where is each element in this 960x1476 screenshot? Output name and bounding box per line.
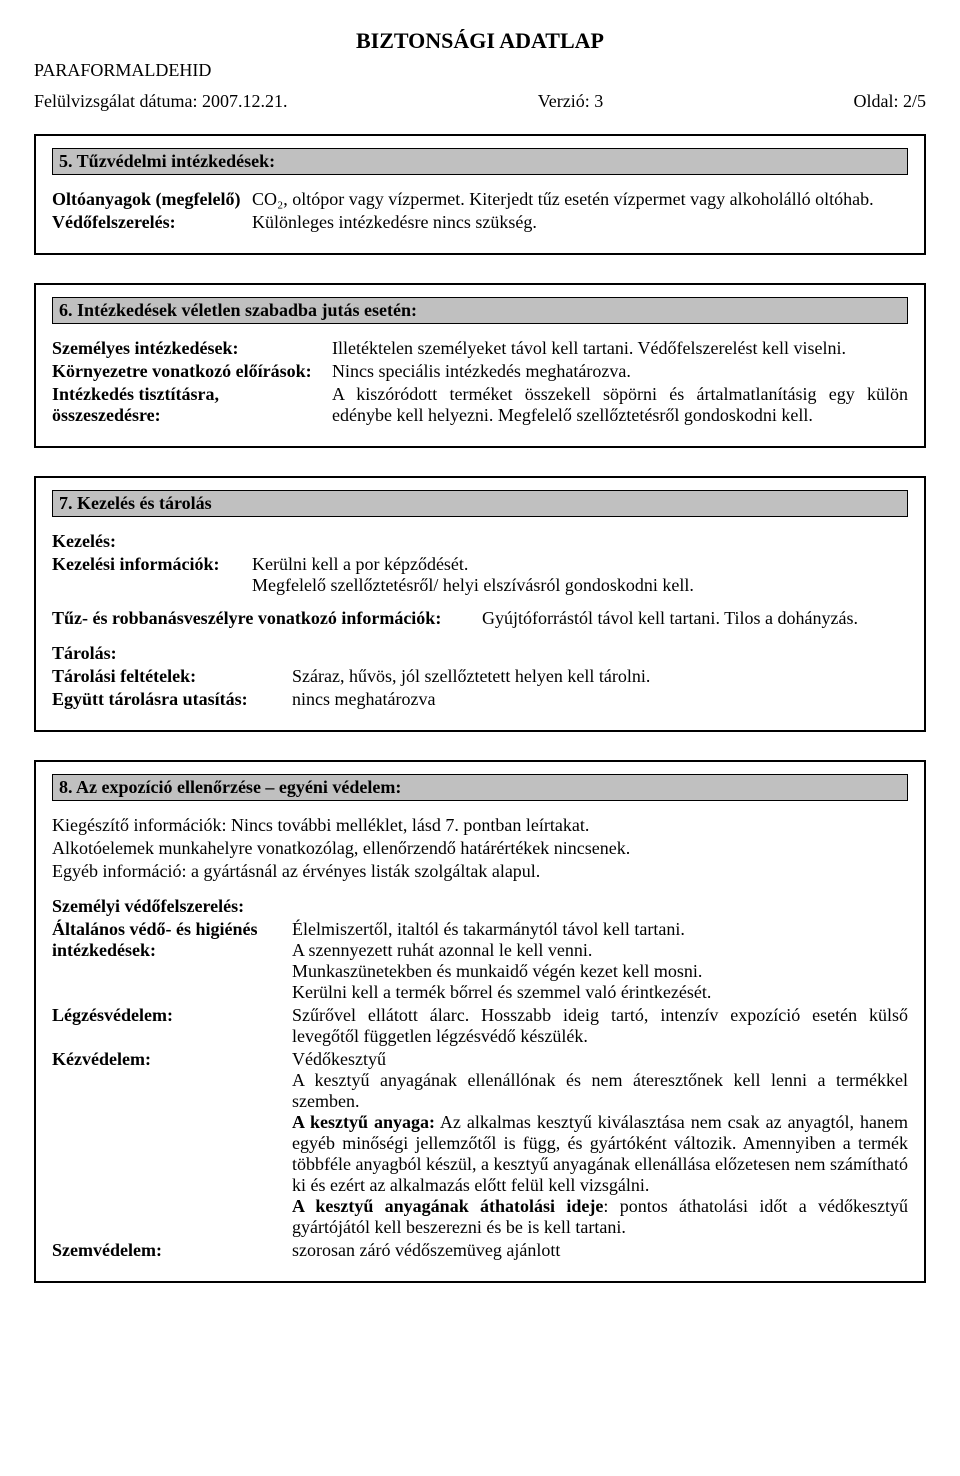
protective-equipment-label: Védőfelszerelés: [52, 212, 252, 233]
section-5: 5. Tűzvédelmi intézkedések: Oltóanyagok … [34, 134, 926, 255]
section-6: 6. Intézkedések véletlen szabadba jutás … [34, 283, 926, 448]
fire-explosion-value: Gyújtóforrástól távol kell tartani. Tilo… [482, 608, 858, 629]
meta-row: Felülvizsgálat dátuma: 2007.12.21. Verzi… [34, 91, 926, 112]
respiratory-label: Légzésvédelem: [52, 1005, 292, 1047]
section-8: 8. Az expozíció ellenőrzése – egyéni véd… [34, 760, 926, 1283]
handling-info-value: Kerülni kell a por képződését. Megfelelő… [252, 554, 908, 596]
workplace-limits: Alkotóelemek munkahelyre vonatkozólag, e… [52, 838, 908, 859]
personal-measures-label: Személyes intézkedések: [52, 338, 332, 359]
respiratory-value: Szűrővel ellátott álarc. Hosszabb ideig … [292, 1005, 908, 1047]
storage-subheader: Tárolás: [52, 643, 908, 664]
storage-together-value: nincs meghatározva [292, 689, 908, 710]
hand-value-2: A kesztyű anyagának ellenállónak és nem … [292, 1070, 908, 1111]
hand-value-1: Védőkesztyű [292, 1049, 386, 1069]
other-info: Egyéb információ: a gyártásnál az érvény… [52, 861, 908, 882]
general-hygiene-value: Élelmiszertől, italtól és takarmánytól t… [292, 919, 908, 1003]
hand-protection-value: Védőkesztyű A kesztyű anyagának ellenáll… [292, 1049, 908, 1238]
personal-measures-value: Illetéktelen személyeket távol kell tart… [332, 338, 908, 359]
storage-together-label: Együtt tárolásra utasítás: [52, 689, 292, 710]
revision-date: Felülvizsgálat dátuma: 2007.12.21. [34, 91, 287, 112]
environment-label: Környezetre vonatkozó előírások: [52, 361, 332, 382]
handling-info-label: Kezelési információk: [52, 554, 252, 596]
storage-conditions-label: Tárolási feltételek: [52, 666, 292, 687]
cleaning-label: Intézkedés tisztításra, összeszedésre: [52, 384, 332, 426]
environment-value: Nincs speciális intézkedés meghatározva. [332, 361, 908, 382]
storage-conditions-value: Száraz, hűvös, jól szellőztetett helyen … [292, 666, 908, 687]
section-7-header: 7. Kezelés és tárolás [52, 490, 908, 517]
general-hygiene-label: Általános védő- és higiénés intézkedések… [52, 919, 292, 1003]
protective-equipment-value: Különleges intézkedésre nincs szükség. [252, 212, 908, 233]
eye-protection-value: szorosan záró védőszemüveg ajánlott [292, 1240, 908, 1261]
section-5-header: 5. Tűzvédelmi intézkedések: [52, 148, 908, 175]
hand-protection-label: Kézvédelem: [52, 1049, 292, 1238]
version-label: Verzió: 3 [538, 91, 603, 112]
cleaning-value: A kiszóródott terméket összekell söpörni… [332, 384, 908, 426]
section-8-header: 8. Az expozíció ellenőrzése – egyéni véd… [52, 774, 908, 801]
section-7: 7. Kezelés és tárolás Kezelés: Kezelési … [34, 476, 926, 732]
eye-protection-label: Szemvédelem: [52, 1240, 292, 1261]
ppe-subheader: Személyi védőfelszerelés: [52, 896, 908, 917]
fire-explosion-label: Tűz- és robbanásveszélyre vonatkozó info… [52, 608, 482, 629]
extinguishing-value: CO₂, oltópor vagy vízpermet. Kiterjedt t… [252, 189, 908, 210]
glove-permeation-label: A kesztyű anyagának áthatolási ideje [292, 1196, 603, 1216]
product-name: PARAFORMALDEHID [34, 60, 926, 81]
glove-material-label: A kesztyű anyaga: [292, 1112, 435, 1132]
extinguishing-label: Oltóanyagok (megfelelő) [52, 189, 252, 210]
page-label: Oldal: 2/5 [853, 91, 926, 112]
supplementary-info: Kiegészítő információk: Nincs további me… [52, 815, 908, 836]
handling-subheader: Kezelés: [52, 531, 908, 552]
section-6-header: 6. Intézkedések véletlen szabadba jutás … [52, 297, 908, 324]
document-title: BIZTONSÁGI ADATLAP [34, 28, 926, 54]
